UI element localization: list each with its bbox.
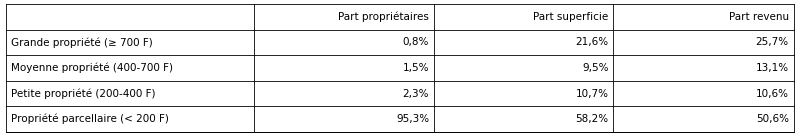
Text: 2,3%: 2,3%: [402, 89, 429, 99]
Text: 58,2%: 58,2%: [575, 114, 609, 124]
Text: Grande propriété (≥ 700 F): Grande propriété (≥ 700 F): [11, 37, 153, 48]
Text: Petite propriété (200-400 F): Petite propriété (200-400 F): [11, 88, 156, 99]
Text: 95,3%: 95,3%: [396, 114, 429, 124]
Text: Moyenne propriété (400-700 F): Moyenne propriété (400-700 F): [11, 63, 173, 73]
Text: Propriété parcellaire (< 200 F): Propriété parcellaire (< 200 F): [11, 114, 169, 124]
Text: Part superficie: Part superficie: [534, 12, 609, 22]
Text: 25,7%: 25,7%: [756, 37, 789, 47]
Text: 10,7%: 10,7%: [575, 89, 609, 99]
Text: Part propriétaires: Part propriétaires: [338, 12, 429, 22]
Text: 1,5%: 1,5%: [402, 63, 429, 73]
Text: 50,6%: 50,6%: [756, 114, 789, 124]
Text: Part revenu: Part revenu: [729, 12, 789, 22]
Text: 13,1%: 13,1%: [756, 63, 789, 73]
Text: 21,6%: 21,6%: [575, 37, 609, 47]
Text: 10,6%: 10,6%: [756, 89, 789, 99]
Text: 9,5%: 9,5%: [582, 63, 609, 73]
Text: 0,8%: 0,8%: [402, 37, 429, 47]
